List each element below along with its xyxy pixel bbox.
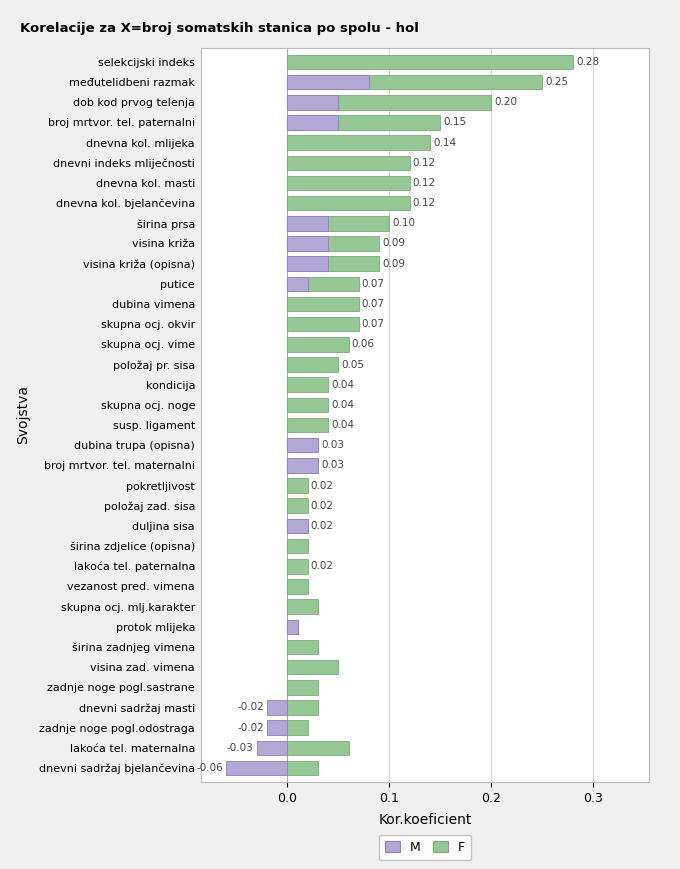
Text: 0.02: 0.02 [311, 561, 334, 571]
Bar [287, 236, 328, 251]
Bar [287, 519, 308, 534]
Bar [287, 620, 298, 634]
Bar [287, 256, 379, 271]
Text: 0.20: 0.20 [494, 97, 517, 107]
Text: 0.07: 0.07 [362, 319, 385, 329]
Text: 0.07: 0.07 [362, 299, 385, 309]
Bar [287, 418, 328, 432]
Text: 0.12: 0.12 [413, 178, 436, 188]
Bar [287, 478, 308, 493]
Text: -0.02: -0.02 [237, 723, 264, 733]
Text: 0.03: 0.03 [321, 441, 344, 450]
Bar [287, 176, 409, 190]
Bar [287, 680, 318, 694]
X-axis label: Kor.koeficient: Kor.koeficient [378, 813, 472, 827]
Text: -0.03: -0.03 [227, 743, 254, 753]
Text: 0.02: 0.02 [311, 481, 334, 491]
Bar [287, 296, 359, 311]
Text: 0.14: 0.14 [433, 137, 456, 148]
Bar [287, 317, 359, 331]
Text: 0.10: 0.10 [392, 218, 415, 229]
Bar [287, 276, 359, 291]
Text: 0.04: 0.04 [331, 380, 354, 389]
Text: Korelacije za X=broj somatskih stanica po spolu - hol: Korelacije za X=broj somatskih stanica p… [20, 22, 420, 35]
Bar [287, 75, 369, 90]
Bar [287, 276, 308, 291]
Bar [267, 720, 287, 735]
Bar [287, 337, 348, 352]
Bar [287, 116, 339, 129]
Bar [287, 740, 348, 755]
Bar [287, 458, 318, 473]
Legend: M, F: M, F [379, 835, 471, 860]
Text: 0.02: 0.02 [311, 501, 334, 511]
Bar [287, 95, 339, 109]
Text: 0.07: 0.07 [362, 279, 385, 289]
Bar [287, 196, 409, 210]
Bar [287, 539, 308, 554]
Bar [287, 377, 328, 392]
Bar [287, 438, 318, 453]
Text: 0.25: 0.25 [545, 77, 568, 87]
Bar [287, 398, 328, 412]
Bar [287, 559, 308, 574]
Text: 0.09: 0.09 [382, 238, 405, 249]
Bar [257, 740, 287, 755]
Bar [287, 640, 318, 654]
Bar [287, 236, 379, 251]
Text: 0.02: 0.02 [311, 521, 334, 531]
Text: 0.04: 0.04 [331, 420, 354, 430]
Text: -0.06: -0.06 [197, 763, 223, 773]
Bar [287, 256, 328, 271]
Bar [267, 700, 287, 714]
Text: 0.06: 0.06 [352, 339, 375, 349]
Text: 0.05: 0.05 [341, 360, 364, 369]
Bar [287, 660, 339, 674]
Text: 0.28: 0.28 [576, 56, 599, 67]
Bar [287, 75, 543, 90]
Text: 0.12: 0.12 [413, 198, 436, 209]
Y-axis label: Svojstva: Svojstva [16, 386, 31, 444]
Text: 0.04: 0.04 [331, 400, 354, 410]
Bar [287, 720, 308, 735]
Bar [226, 760, 287, 775]
Bar [287, 116, 441, 129]
Bar [287, 136, 430, 149]
Bar [287, 499, 308, 513]
Bar [287, 579, 308, 594]
Bar [287, 156, 409, 170]
Bar [287, 519, 308, 534]
Bar [287, 458, 318, 473]
Bar [287, 95, 492, 109]
Bar [287, 438, 318, 453]
Bar [287, 216, 328, 230]
Text: 0.12: 0.12 [413, 158, 436, 168]
Bar [287, 357, 339, 372]
Bar [287, 216, 390, 230]
Text: 0.03: 0.03 [321, 461, 344, 470]
Bar [287, 55, 573, 70]
Bar [287, 620, 298, 634]
Bar [287, 700, 318, 714]
Text: 0.15: 0.15 [443, 117, 466, 128]
Text: 0.09: 0.09 [382, 259, 405, 269]
Text: -0.02: -0.02 [237, 702, 264, 713]
Bar [287, 760, 318, 775]
Bar [287, 600, 318, 614]
